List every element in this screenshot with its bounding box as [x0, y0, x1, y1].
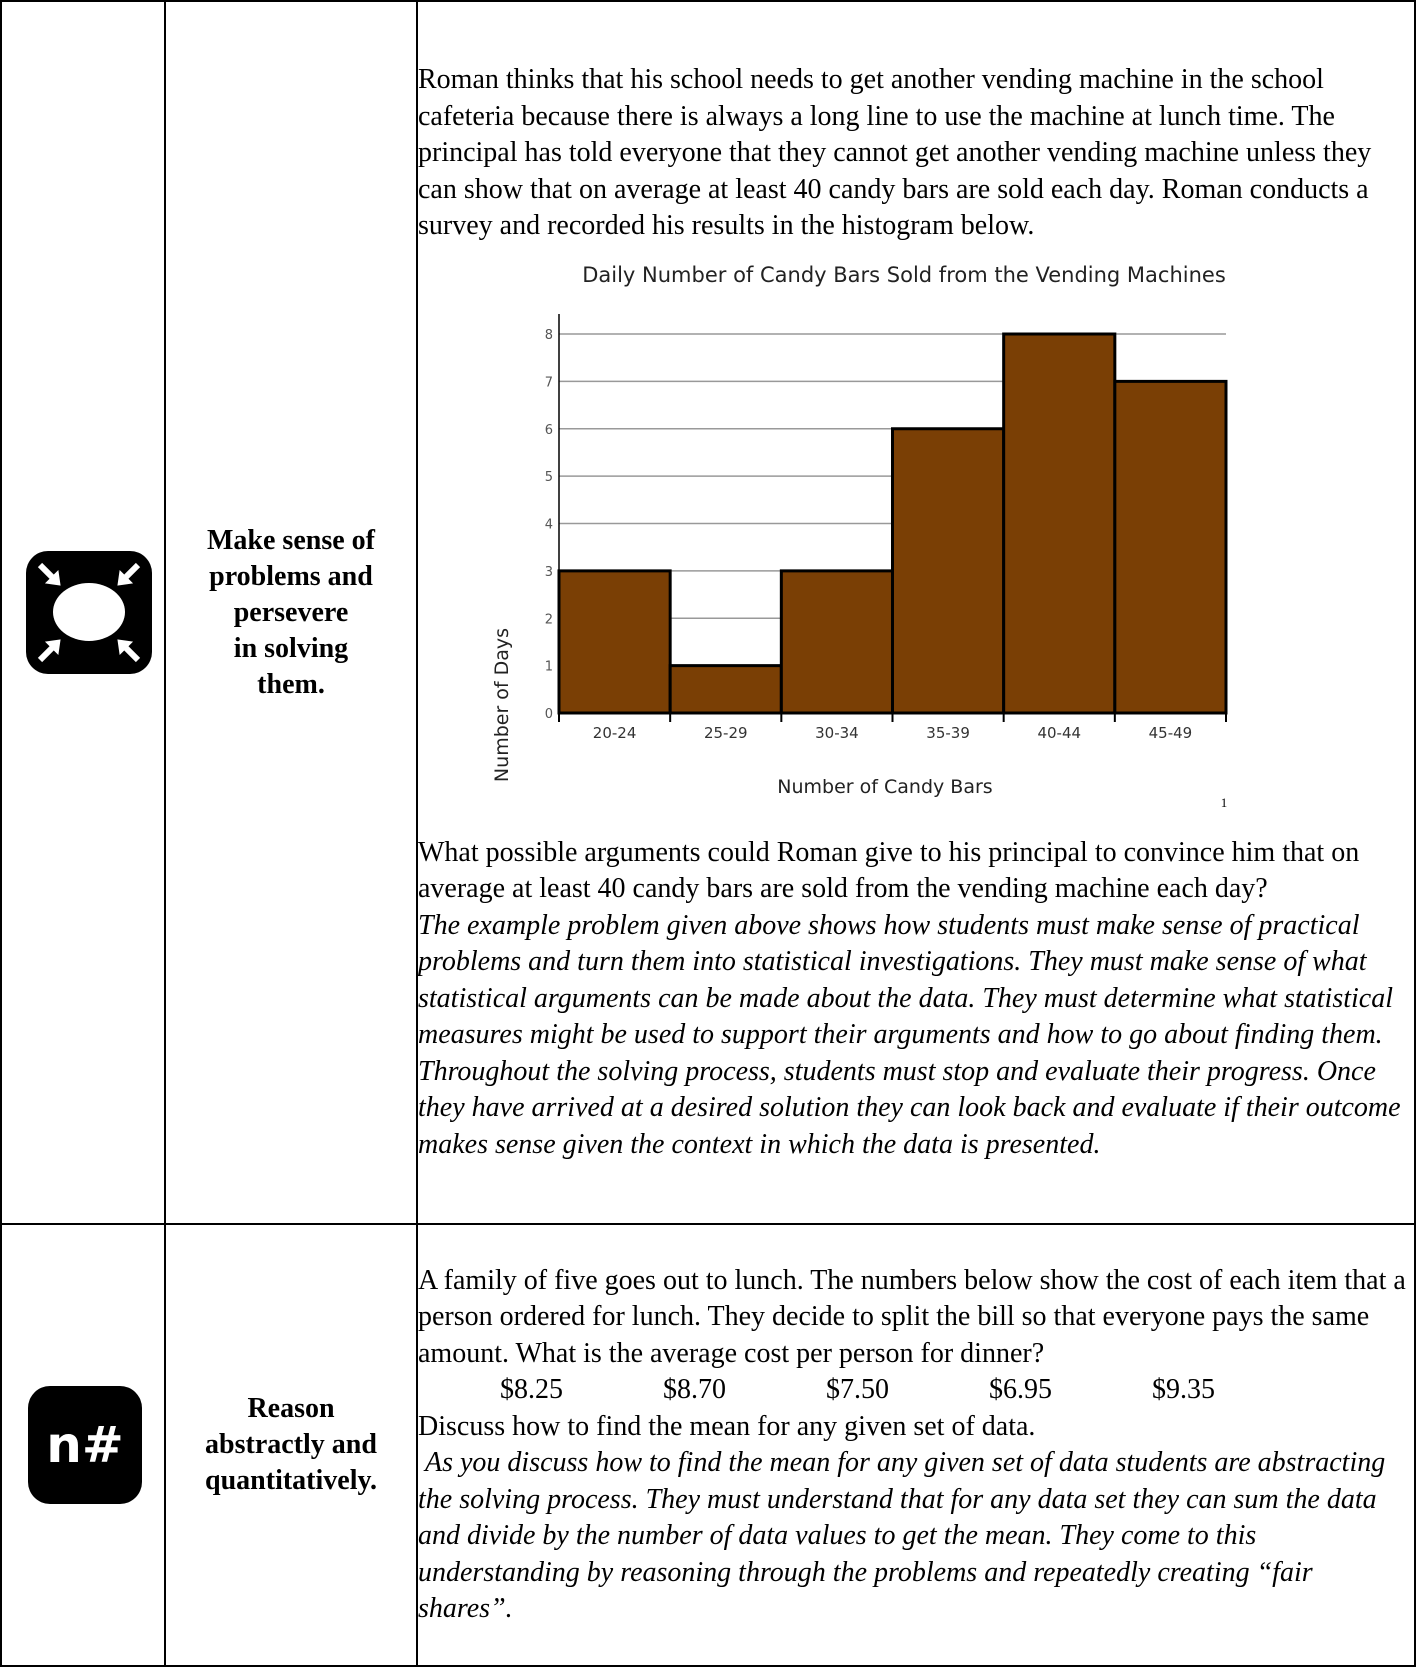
- y-tick-label: 0: [545, 707, 553, 722]
- icon-cell: [0, 0, 166, 1225]
- example-cell: A family of five goes out to lunch. The …: [416, 1223, 1416, 1667]
- histogram-bar: [1113, 379, 1228, 714]
- y-tick-label: 6: [545, 422, 553, 437]
- histogram: Daily Number of Candy Bars Sold from the…: [418, 245, 1414, 835]
- label-line: quantitatively.: [205, 1465, 377, 1496]
- chart-x-axis-label: Number of Candy Bars: [777, 776, 992, 798]
- x-tick-label: 40-44: [1037, 724, 1081, 742]
- table-row: n# Reason abstractly and quantitatively.…: [0, 1223, 1416, 1667]
- label-line: persevere: [233, 596, 349, 628]
- footnote-mark: 1: [1221, 795, 1228, 810]
- example-cell: Roman thinks that his school needs to ge…: [416, 0, 1416, 1225]
- problem-question: What possible arguments could Roman give…: [418, 836, 1360, 905]
- y-tick-label: 2: [545, 612, 553, 627]
- x-tick-label: 35-39: [926, 724, 970, 742]
- practice-label: Make sense of problems and persevere in …: [164, 0, 418, 1225]
- price-value: $6.95: [989, 1374, 1052, 1405]
- x-tick-label: 30-34: [815, 724, 859, 742]
- icon-cell: n#: [0, 1223, 166, 1667]
- table-row: Make sense of problems and persevere in …: [0, 0, 1416, 1225]
- problem-intro: Roman thinks that his school needs to ge…: [418, 64, 1372, 241]
- y-tick-label: 1: [545, 659, 553, 674]
- commentary-text: As you discuss how to find the mean for …: [418, 1447, 1393, 1624]
- histogram-bar: [557, 568, 672, 714]
- abstract-reasoning-icon: n#: [28, 1386, 142, 1504]
- chart-y-axis-label: Number of Days: [491, 627, 513, 781]
- problem-intro: A family of five goes out to lunch. The …: [418, 1264, 1406, 1369]
- price-value: $8.25: [500, 1374, 563, 1405]
- icon-glyph: n#: [46, 1416, 124, 1474]
- histogram-bar: [779, 568, 895, 714]
- perseverance-icon: [26, 551, 152, 674]
- y-tick-label: 4: [545, 517, 553, 532]
- problem-question: Discuss how to find the mean for any giv…: [418, 1410, 1036, 1442]
- price-value: $7.50: [826, 1374, 889, 1405]
- label-line: Reason: [247, 1393, 335, 1424]
- histogram-bar: [668, 663, 783, 714]
- y-tick-label: 3: [545, 564, 553, 579]
- label-line: Make sense of: [207, 524, 375, 556]
- label-line: problems and: [209, 560, 373, 592]
- commentary-text: The example problem given above shows ho…: [418, 909, 1401, 1160]
- label-line: in solving: [233, 632, 349, 664]
- histogram-svg: Daily Number of Candy Bars Sold from the…: [491, 263, 1228, 810]
- price-value: $9.35: [1152, 1374, 1215, 1405]
- histogram-bar: [891, 426, 1006, 714]
- label-line: abstractly and: [205, 1429, 377, 1460]
- label-line: them.: [257, 668, 325, 700]
- x-tick-label: 20-24: [593, 724, 637, 742]
- y-tick-label: 5: [545, 470, 553, 485]
- price-value: $8.70: [663, 1374, 726, 1405]
- price-list: $8.25 $8.70 $7.50 $6.95 $9.35: [418, 1372, 1414, 1409]
- chart-title: Daily Number of Candy Bars Sold from the…: [582, 263, 1226, 287]
- x-tick-label: 25-29: [704, 724, 748, 742]
- x-tick-label: 45-49: [1149, 724, 1193, 742]
- y-tick-label: 8: [545, 328, 553, 343]
- y-tick-label: 7: [545, 375, 553, 390]
- practice-label: Reason abstractly and quantitatively.: [164, 1223, 418, 1667]
- histogram-bar: [1002, 332, 1117, 714]
